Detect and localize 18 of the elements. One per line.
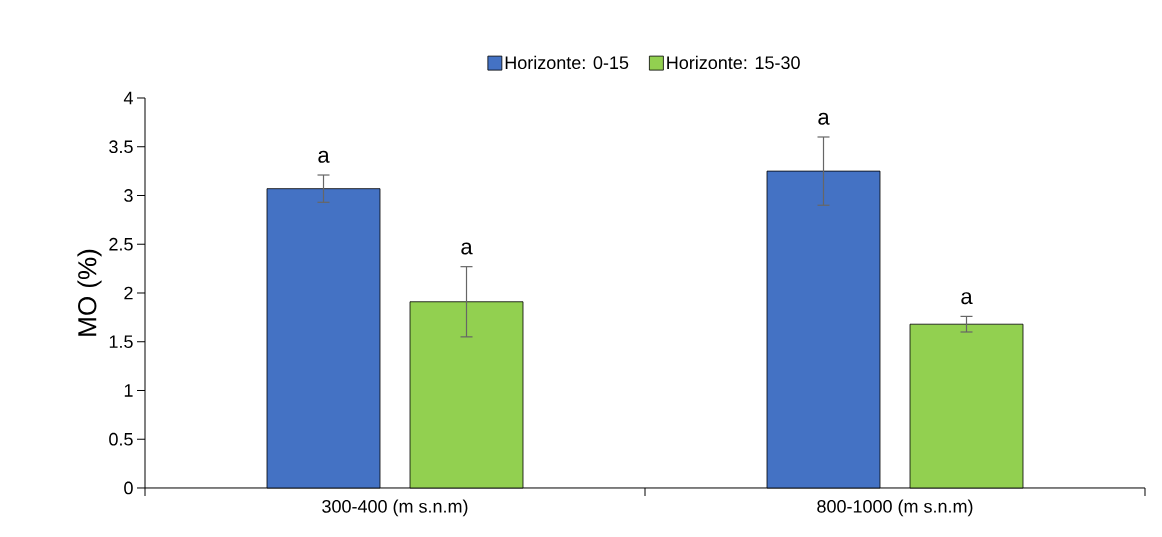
y-tick-label: 2.5 xyxy=(109,237,133,251)
y-tick-label: 0.5 xyxy=(109,432,133,446)
y-axis-title: MO (%) xyxy=(77,249,102,336)
y-tick-label: 3.5 xyxy=(109,140,133,154)
y-tick-label: 4 xyxy=(123,91,133,105)
annotation: a xyxy=(961,292,973,305)
y-tick-label: 1.5 xyxy=(109,335,133,349)
annotation: a xyxy=(318,150,330,163)
y-tick-label: 2 xyxy=(124,286,133,300)
y-tick-label: 1 xyxy=(124,384,133,397)
y-tick-label: 3 xyxy=(124,189,133,202)
y-tick-label: 0 xyxy=(124,481,133,495)
annotation: a xyxy=(461,242,473,255)
legend-label: Horizonte: 15-30 xyxy=(667,55,800,70)
x-tick-label: 300-400 (m s.n.m) xyxy=(322,499,468,517)
legend-label: Horizonte: 0-15 xyxy=(505,55,629,70)
x-tick-label: 800-1000 (m s.n.m) xyxy=(817,499,973,517)
annotation: a xyxy=(818,112,830,125)
